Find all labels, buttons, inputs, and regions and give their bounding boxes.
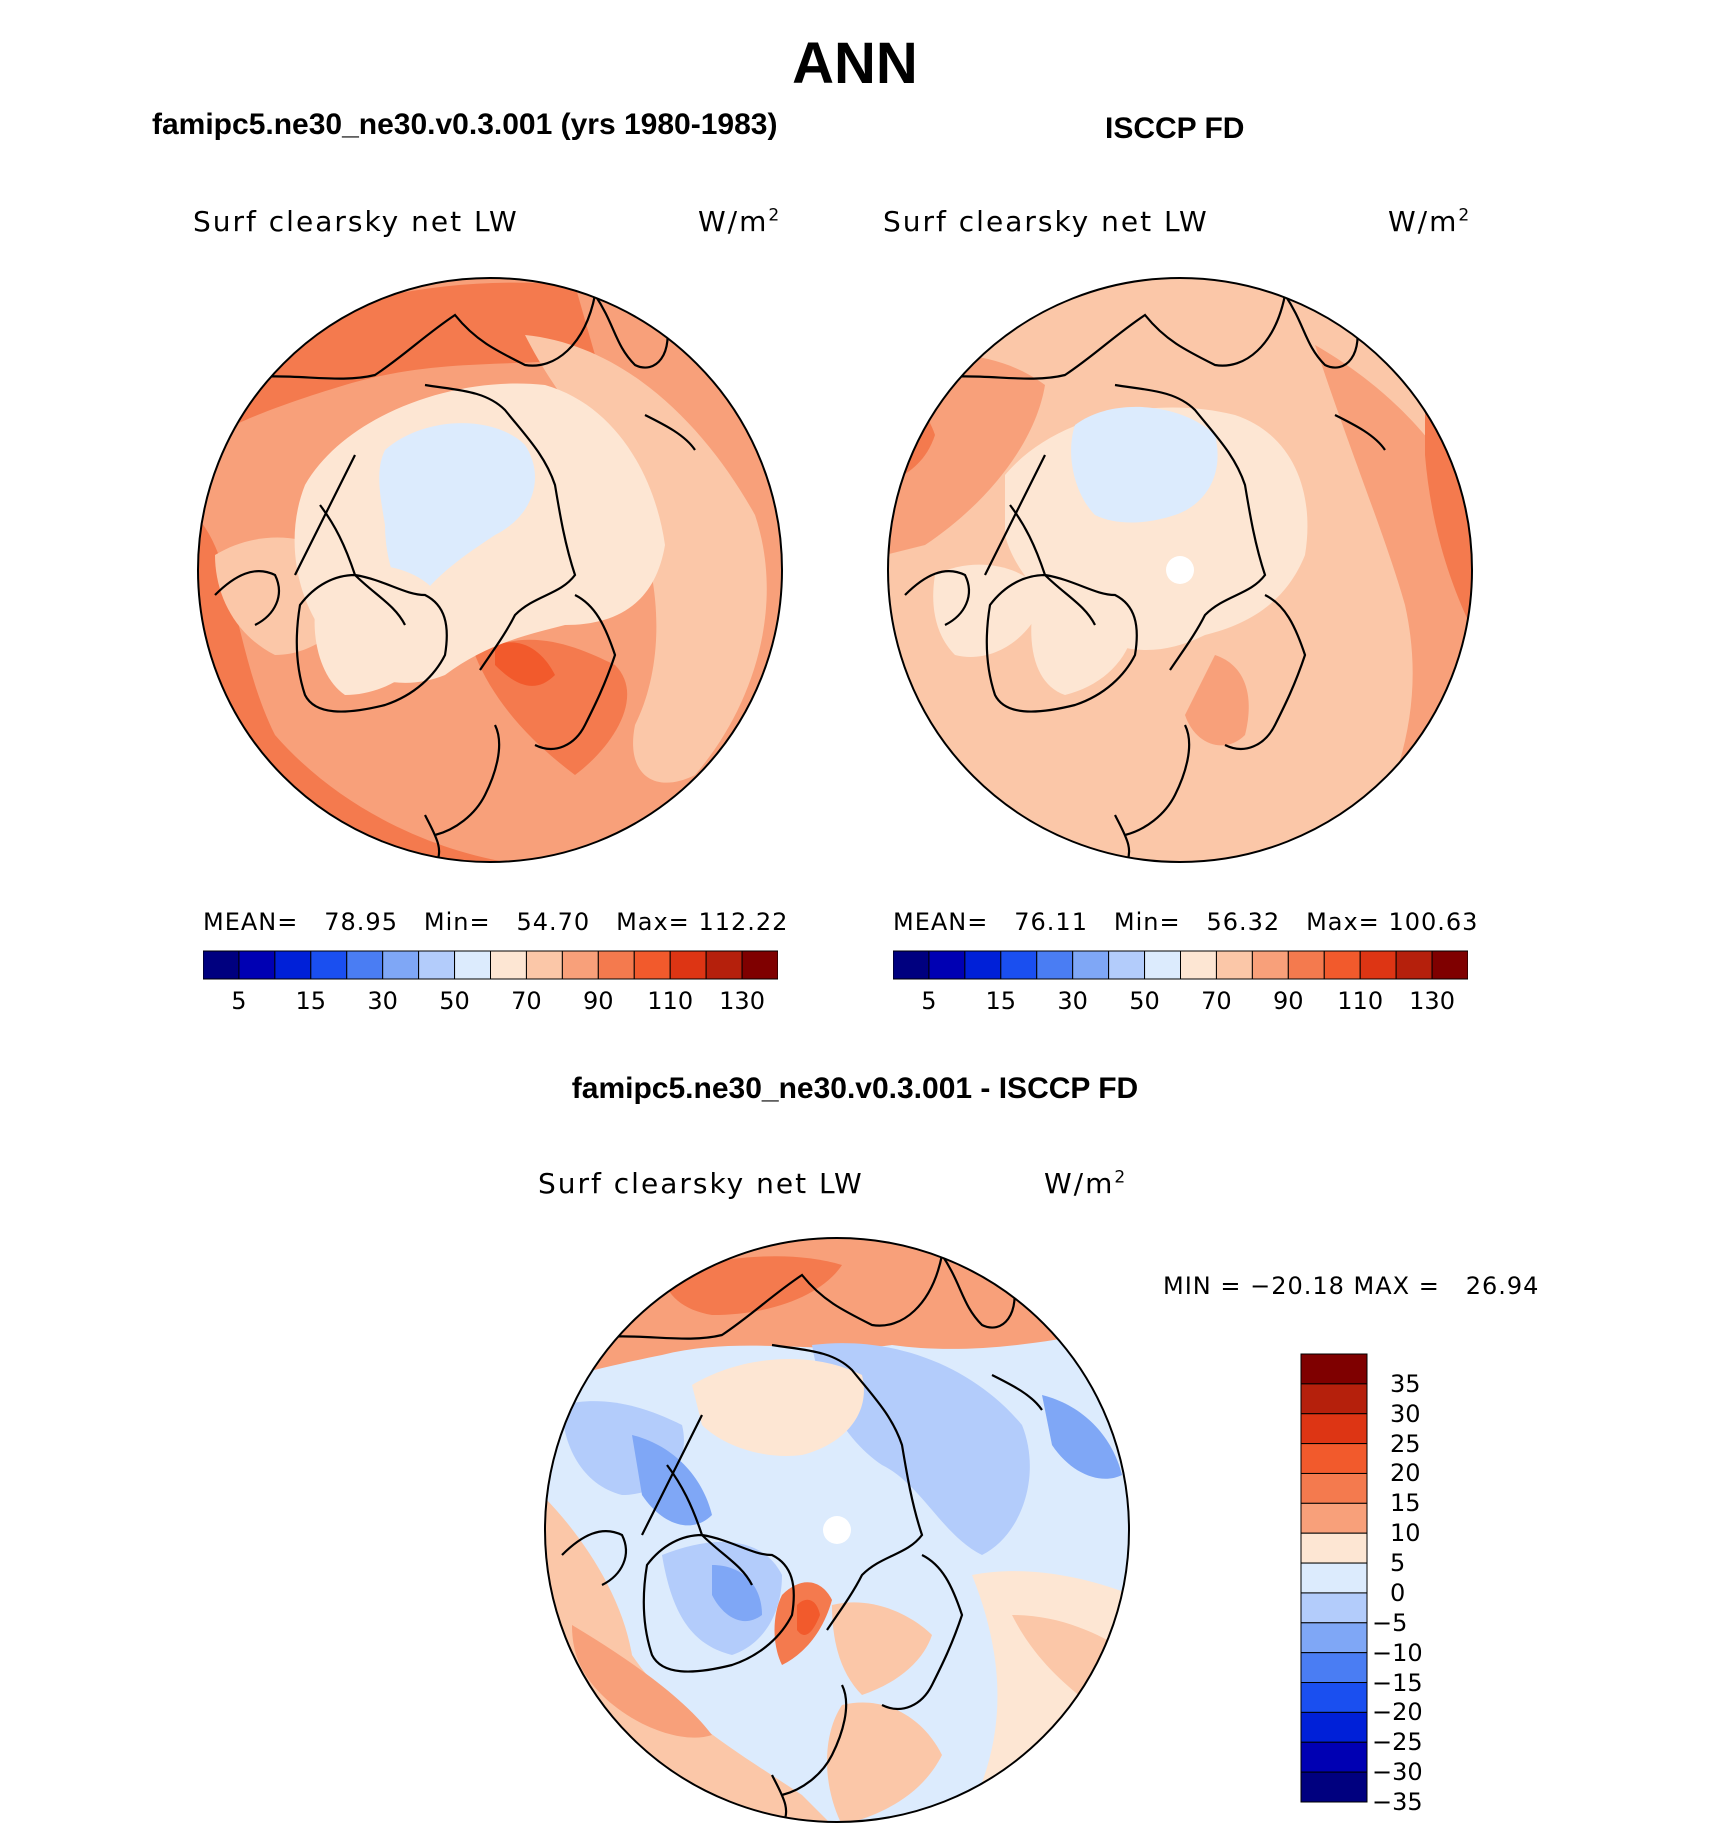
colorbar-tick-label: 15 (985, 987, 1017, 1015)
colorbar-swatch (741, 950, 778, 980)
colorbar-tick-label: −20 (1372, 1698, 1423, 1727)
colorbar-swatch (382, 950, 420, 980)
panel2-variable-label: Surf clearsky net LW (883, 205, 1209, 238)
colorbar-swatch (525, 950, 563, 980)
colorbar-tick-label: 50 (1129, 987, 1160, 1015)
colorbar-swatch (1287, 950, 1325, 980)
colorbar-swatch (893, 950, 930, 980)
colorbar-tick-label: 10 (1390, 1519, 1421, 1548)
colorbar-swatch (928, 950, 966, 980)
colorbar-swatch (1300, 1383, 1368, 1415)
colorbar-tick-label: 110 (647, 987, 694, 1015)
colorbar-swatch (1300, 1443, 1368, 1474)
colorbar-tick-label: 30 (367, 987, 398, 1015)
colorbar-swatch (1395, 950, 1433, 980)
colorbar-swatch (418, 950, 456, 980)
colorbar-swatch (310, 950, 348, 980)
panel1-stats: MEAN= 78.95 Min= 54.70 Max= 112.22 (203, 908, 789, 936)
colorbar-tick-label: 30 (1057, 987, 1088, 1015)
colorbar-swatch (705, 950, 743, 980)
colorbar-swatch (1300, 1413, 1368, 1445)
colorbar-tick-label: 35 (1390, 1369, 1421, 1398)
colorbar-swatch (454, 950, 491, 980)
diff-case-title: famipc5.ne30_ne30.v0.3.001 - ISCCP FD (571, 1072, 1139, 1105)
colorbar-tick-label: 20 (1390, 1459, 1421, 1488)
colorbar-tick-label: 30 (1390, 1399, 1421, 1428)
colorbar-swatch (1300, 1711, 1368, 1743)
colorbar-swatch (1323, 950, 1361, 980)
colorbar-swatch (1359, 950, 1397, 980)
colorbar-swatch (346, 950, 384, 980)
panel1-colorbar (203, 950, 778, 980)
colorbar-swatch (490, 950, 527, 980)
colorbar-tick-label: 70 (1201, 987, 1232, 1015)
colorbar-swatch (1072, 950, 1110, 980)
colorbar-swatch (1215, 950, 1253, 980)
colorbar-tick-label: −35 (1372, 1788, 1423, 1816)
colorbar-tick-label: 70 (511, 987, 542, 1015)
colorbar-swatch (597, 950, 635, 980)
colorbar-swatch (1300, 1741, 1368, 1773)
colorbar-tick-label: 130 (719, 987, 765, 1015)
colorbar-swatch (1300, 1353, 1368, 1385)
observation-polar-map (887, 277, 1473, 863)
colorbar-swatch (1036, 950, 1074, 980)
colorbar-tick-label: −10 (1372, 1638, 1423, 1667)
panel2-units-label: W/m2 (1388, 205, 1472, 238)
colorbar-tick-label: −25 (1372, 1728, 1423, 1757)
colorbar-swatch (1108, 950, 1146, 980)
colorbar-tick-label: 15 (1390, 1489, 1421, 1518)
colorbar-tick-label: −15 (1372, 1668, 1423, 1697)
colorbar-tick-label: 15 (295, 987, 327, 1015)
colorbar-swatch (1300, 1472, 1368, 1504)
colorbar-tick-label: 50 (439, 987, 470, 1015)
colorbar-tick-label: −30 (1372, 1758, 1423, 1787)
colorbar-tick-label: 0 (1390, 1578, 1406, 1607)
colorbar-swatch (1251, 950, 1289, 980)
colorbar-swatch (964, 950, 1002, 980)
colorbar-swatch (1180, 950, 1217, 980)
difference-polar-map (544, 1237, 1130, 1823)
colorbar-swatch (1144, 950, 1181, 980)
colorbar-swatch (1300, 1652, 1368, 1684)
colorbar-swatch (1000, 950, 1038, 980)
colorbar-swatch (669, 950, 707, 980)
panel1-case-title: famipc5.ne30_ne30.v0.3.001 (yrs 1980-198… (152, 108, 778, 141)
diff-variable-label: Surf clearsky net LW (538, 1167, 864, 1200)
colorbar-tick-label: 130 (1409, 987, 1455, 1015)
diff-units-label: W/m2 (1044, 1167, 1128, 1200)
colorbar-swatch (1300, 1502, 1368, 1534)
colorbar-swatch (1300, 1592, 1368, 1624)
colorbar-tick-label: 90 (583, 987, 614, 1015)
colorbar-tick-label: 5 (921, 987, 937, 1015)
panel2-stats: MEAN= 76.11 Min= 56.32 Max= 100.63 (893, 908, 1479, 936)
colorbar-swatch (1431, 950, 1468, 980)
model-polar-map (197, 277, 783, 863)
colorbar-tick-label: −5 (1372, 1608, 1408, 1637)
colorbar-tick-label: 110 (1337, 987, 1384, 1015)
panel1-variable-label: Surf clearsky net LW (193, 205, 519, 238)
panel2-case-title: ISCCP FD (1105, 112, 1245, 145)
colorbar-swatch (561, 950, 599, 980)
diff-colorbar (1300, 1353, 1368, 1803)
figure-title: ANN (792, 31, 918, 96)
diff-minmax: MIN = −20.18 MAX = 26.94 (1163, 1272, 1540, 1300)
colorbar-swatch (1300, 1622, 1368, 1654)
colorbar-swatch (1300, 1562, 1368, 1594)
colorbar-tick-label: 25 (1390, 1429, 1421, 1458)
panel1-units-label: W/m2 (698, 205, 782, 238)
colorbar-tick-label: 5 (231, 987, 247, 1015)
colorbar-swatch (1300, 1532, 1368, 1564)
colorbar-swatch (1300, 1682, 1368, 1713)
colorbar-swatch (238, 950, 276, 980)
colorbar-tick-label: 5 (1390, 1549, 1406, 1578)
colorbar-swatch (203, 950, 240, 980)
colorbar-swatch (274, 950, 312, 980)
colorbar-swatch (633, 950, 671, 980)
panel2-colorbar (893, 950, 1468, 980)
colorbar-tick-label: 90 (1273, 987, 1304, 1015)
colorbar-swatch (1300, 1771, 1368, 1803)
